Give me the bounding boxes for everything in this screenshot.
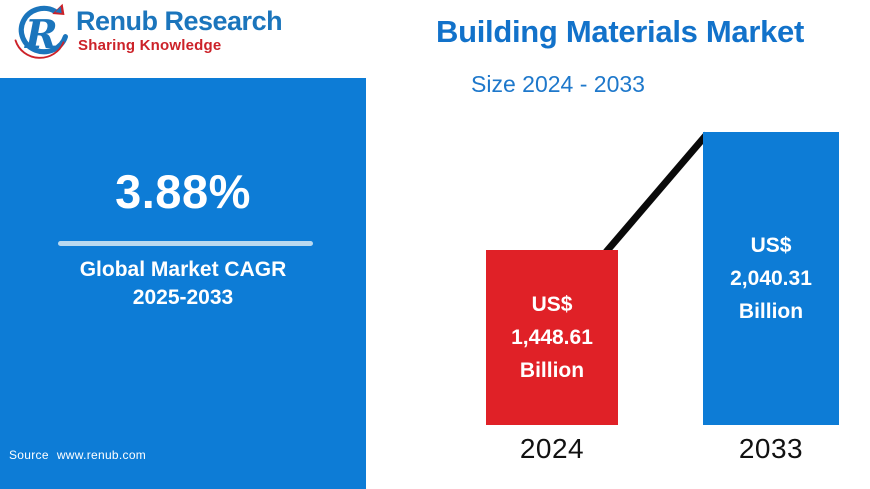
bar-2033-line1: US$ [750, 234, 792, 257]
bar-2024-line3: Billion [519, 359, 585, 382]
bar-2033-value-label: US$ 2,040.31 Billion [730, 229, 812, 328]
cagr-label-line1: Global Market CAGR [79, 258, 287, 281]
x-axis-label-2024: 2024 [519, 433, 585, 464]
bar-2024-value-label: US$ 1,448.61 Billion [511, 288, 593, 387]
x-axis-label-2033: 2033 [738, 433, 804, 464]
renub-logo-icon: R [14, 3, 68, 59]
svg-text:R: R [24, 12, 58, 58]
bar-2033-line3: Billion [738, 300, 804, 323]
logo-name: Renub Research [76, 6, 283, 36]
source-line: Source www.renub.com [9, 448, 146, 462]
cagr-panel: 3.88% Global Market CAGR 2025-2033 Sourc… [0, 78, 366, 489]
cagr-value: 3.88% [115, 165, 251, 218]
logo-tagline: Sharing Knowledge [78, 37, 222, 54]
logo: R Renub Research Sharing Knowledge [8, 2, 283, 60]
page-subtitle: Size 2024 - 2033 [471, 71, 645, 97]
page-title: Building Materials Market [435, 14, 805, 49]
source-url: www.renub.com [56, 448, 147, 462]
bar-2024-line1: US$ [531, 293, 573, 316]
logo-text: Renub Research Sharing Knowledge [76, 2, 283, 54]
bar-2033-line2: 2,040.31 [730, 267, 812, 290]
bar-2024-line2: 1,448.61 [511, 326, 593, 349]
bar-2024: US$ 1,448.61 Billion [486, 250, 618, 425]
cagr-label-line2: 2025-2033 [132, 286, 234, 309]
bar-2033: US$ 2,040.31 Billion [703, 132, 839, 425]
source-label: Source [9, 448, 49, 462]
divider-line [58, 241, 313, 246]
